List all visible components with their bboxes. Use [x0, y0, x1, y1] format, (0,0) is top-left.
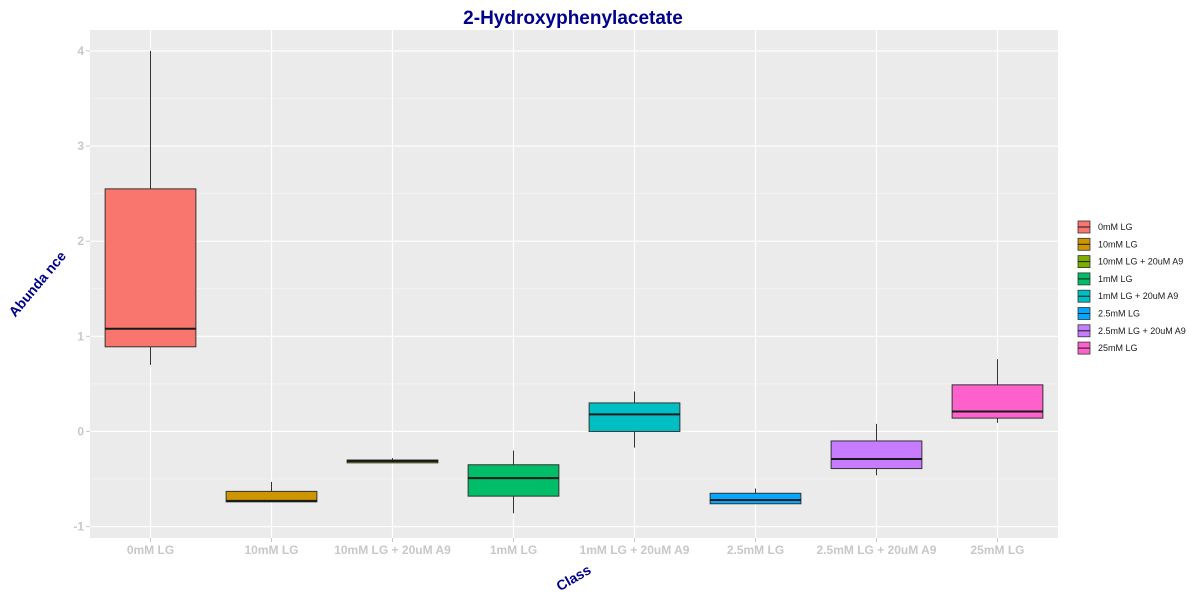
box-body [951, 384, 1044, 419]
legend-label: 10mM LG + 20uM A9 [1098, 257, 1183, 267]
grid-lines [90, 30, 1058, 538]
y-tick-label: 3 [77, 139, 84, 153]
box-6 [709, 488, 802, 505]
x-tick-label: 2.5mM LG + 20uM A9 [817, 543, 937, 557]
legend-label: 1mM LG [1098, 274, 1133, 284]
legend-label: 2.5mM LG + 20uM A9 [1098, 326, 1186, 336]
y-tick-label: -1 [73, 520, 84, 534]
x-tick-label: 2.5mM LG [727, 543, 784, 557]
legend-label: 2.5mM LG [1098, 309, 1140, 319]
box-1 [104, 50, 197, 365]
legend-label: 1mM LG + 20uM A9 [1098, 291, 1178, 301]
box-3 [346, 458, 439, 464]
box-2 [225, 481, 318, 503]
box-body [467, 464, 560, 497]
legend-item: 2.5mM LG [1077, 307, 1140, 320]
legend-label: 10mM LG [1098, 239, 1138, 249]
legend-label: 25mM LG [1098, 343, 1138, 353]
legend-item: 1mM LG + 20uM A9 [1077, 289, 1178, 303]
box-8 [951, 359, 1044, 423]
y-axis-ticks: -1 0 1 2 3 4 [73, 44, 90, 534]
x-tick-label: 10mM LG [244, 543, 298, 557]
x-tick-label: 1mM LG + 20uM A9 [580, 543, 690, 557]
x-axis-ticks: 0mM LG 10mM LG 10mM LG + 20uM A9 1mM LG 1mM … [127, 538, 1025, 557]
legend-item: 10mM LG [1077, 237, 1138, 251]
x-tick-label: 25mM LG [970, 543, 1024, 557]
legend: 0mM LG 10mM LG 10mM LG + 20uM A9 1mM LG 1mM … [1077, 220, 1186, 355]
legend-item: 1mM LG [1077, 272, 1133, 286]
y-tick-label: 0 [77, 424, 84, 438]
legend-item: 2.5mM LG + 20uM A9 [1077, 324, 1186, 338]
x-tick-label: 0mM LG [127, 543, 174, 557]
legend-label: 0mM LG [1098, 222, 1133, 232]
box-body [588, 402, 681, 432]
legend-item: 0mM LG [1077, 220, 1133, 234]
y-axis-title: Abunda nce [5, 248, 69, 320]
x-tick-label: 1mM LG [490, 543, 537, 557]
x-tick-label: 10mM LG + 20uM A9 [334, 543, 451, 557]
legend-item: 25mM LG [1077, 341, 1138, 355]
x-axis-title: Class [553, 561, 594, 594]
box-body [104, 188, 197, 348]
box-body [709, 492, 802, 505]
legend-item: 10mM LG + 20uM A9 [1077, 255, 1183, 269]
y-tick-label: 2 [77, 234, 84, 248]
y-tick-label: 1 [77, 329, 84, 343]
box-5 [588, 391, 681, 448]
box-4 [467, 450, 560, 514]
chart-title: 2-Hydroxyphenylacetate [463, 8, 683, 29]
box-7 [830, 423, 923, 476]
box-body [830, 440, 923, 470]
box-series [104, 50, 1044, 514]
y-tick-label: 4 [77, 44, 84, 58]
